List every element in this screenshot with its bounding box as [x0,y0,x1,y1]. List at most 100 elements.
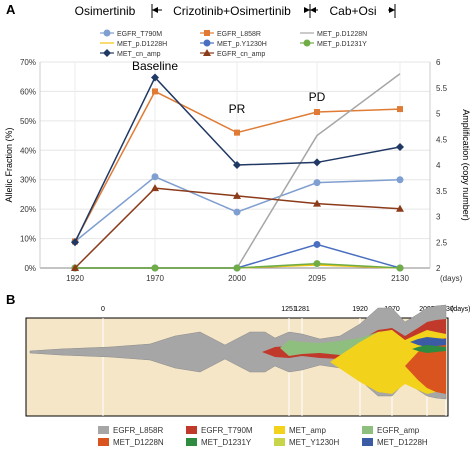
fish-met-d1228h [410,337,446,347]
phase-label-osimertinib: Osimertinib [75,4,136,18]
legend-swatch [186,426,197,434]
legend-panel-b: EGFR_L858R EGFR_T790M MET_amp EGFR_amp MET_D… [98,426,428,447]
data-point [313,240,321,248]
legend-label: EGFR_amp [377,426,420,435]
x-tick-label: 1251 [281,306,297,313]
annotation-pr: PR [229,102,246,116]
x-tick-label: 0 [101,306,105,313]
x-unit-label: (days) [451,306,470,313]
plot-panel-a: 0% 10% 20% 30% 40% 50% 60% 70% 2 2.5 3 3.5 4 4.5 5 5.5 6… [4,58,471,283]
y-tick-label: 20% [20,205,36,214]
legend-label: MET_amp [289,426,326,435]
x-tick-label: 1920 [66,274,84,283]
legend-label: MET_p.Y1230H [217,41,267,48]
y-tick-label: 70% [20,58,36,67]
y-axis-title: Allelic Fraction (%) [4,127,14,202]
fish-egfr-l858r [29,304,447,400]
data-point [151,264,159,272]
legend-label: MET_p.D1231Y [317,41,367,48]
data-point [233,264,241,272]
legend-swatch [362,426,373,434]
data-point [313,179,321,187]
legend-marker [203,49,211,56]
legend-label: EGFR_T790M [117,31,162,38]
legend-label: MET_p.D1228H [117,41,167,48]
plot-panel-b: 0125112811920197020952130(days) [25,304,470,417]
phase-label-crizotinib-osimertinib: Crizotinib+Osimertinib [173,4,291,18]
x-tick-label: 2095 [308,274,326,283]
legend-label: MET_D1231Y [201,438,252,447]
data-point [233,161,241,169]
legend-marker [204,30,210,36]
y-tick-label: 50% [20,117,36,126]
legend-swatch [98,426,109,434]
data-point [152,88,158,95]
fish-met-d1231y [412,345,446,353]
data-point [397,106,403,113]
y2-tick-label: 4 [436,161,441,170]
phase-bar: Osimertinib Crizotinib+Osimertinib Cab+O… [64,2,396,18]
legend-marker [103,49,111,57]
data-point [313,158,321,167]
y2-tick-label: 2.5 [436,238,448,247]
x-tick-label: 1970 [146,274,164,283]
y-tick-label: 40% [20,146,36,155]
legend-swatch [186,438,197,446]
y2-tick-label: 5 [436,110,441,119]
x-unit-label: (days) [440,274,463,283]
data-point [396,142,404,151]
x-tick-label: 1281 [294,306,310,313]
y2-tick-label: 4.5 [436,135,448,144]
legend-marker [303,39,311,47]
legend-marker [103,29,111,37]
y2-tick-label: 5.5 [436,84,448,93]
legend-label: MET_p.D1228N [317,31,367,38]
legend-panel-a: EGFR_T790M EGFR_L858R MET_p.D1228N MET_p.D1… [100,29,367,58]
annotation-baseline: Baseline [132,59,178,73]
legend-label: EGFR_L858R [113,426,163,435]
y2-tick-label: 2 [436,264,441,273]
data-point [396,176,404,184]
y2-tick-label: 3 [436,213,441,222]
annotation-pd: PD [309,90,326,104]
x-tick-label: 2000 [228,274,246,283]
data-point [71,264,79,271]
data-point [233,191,241,199]
data-point [151,73,159,82]
legend-swatch [362,438,373,446]
legend-label: MET_D1228H [377,438,428,447]
legend-swatch [274,426,285,434]
legend-label: MET_Y1230H [289,438,339,447]
y-tick-label: 0% [24,264,36,273]
data-point [151,184,159,192]
legend-marker [203,39,211,47]
y-tick-label: 10% [20,235,36,244]
y2-tick-label: 6 [436,58,441,67]
legend-swatch [98,438,109,446]
legend-swatch [274,438,285,446]
phase-label-cab-osi: Cab+Osi [329,4,376,18]
panel-a-label: A [6,2,16,17]
legend-label: EGFR_T790M [201,426,253,435]
y-tick-label: 60% [20,87,36,96]
data-point [233,208,241,216]
data-point [314,109,320,116]
data-point [313,199,321,207]
x-tick-label: 2130 [391,274,409,283]
y2-axis-title: Amplification (copy number) [461,109,471,221]
data-point [71,238,79,247]
legend-label: EGFR_L858R [217,31,261,38]
legend-label: MET_cn_amp [117,51,161,58]
y2-tick-label: 3.5 [436,187,448,196]
data-point [151,173,159,181]
legend-label: MET_D1228N [113,438,164,447]
x-tick-label: 1920 [352,306,368,313]
panel-b-label: B [6,292,15,307]
data-point [313,260,321,268]
data-point [234,129,240,136]
y-tick-label: 30% [20,176,36,185]
legend-label: EGFR_cn_amp [217,51,265,58]
data-point [396,204,404,212]
data-point [396,264,404,272]
